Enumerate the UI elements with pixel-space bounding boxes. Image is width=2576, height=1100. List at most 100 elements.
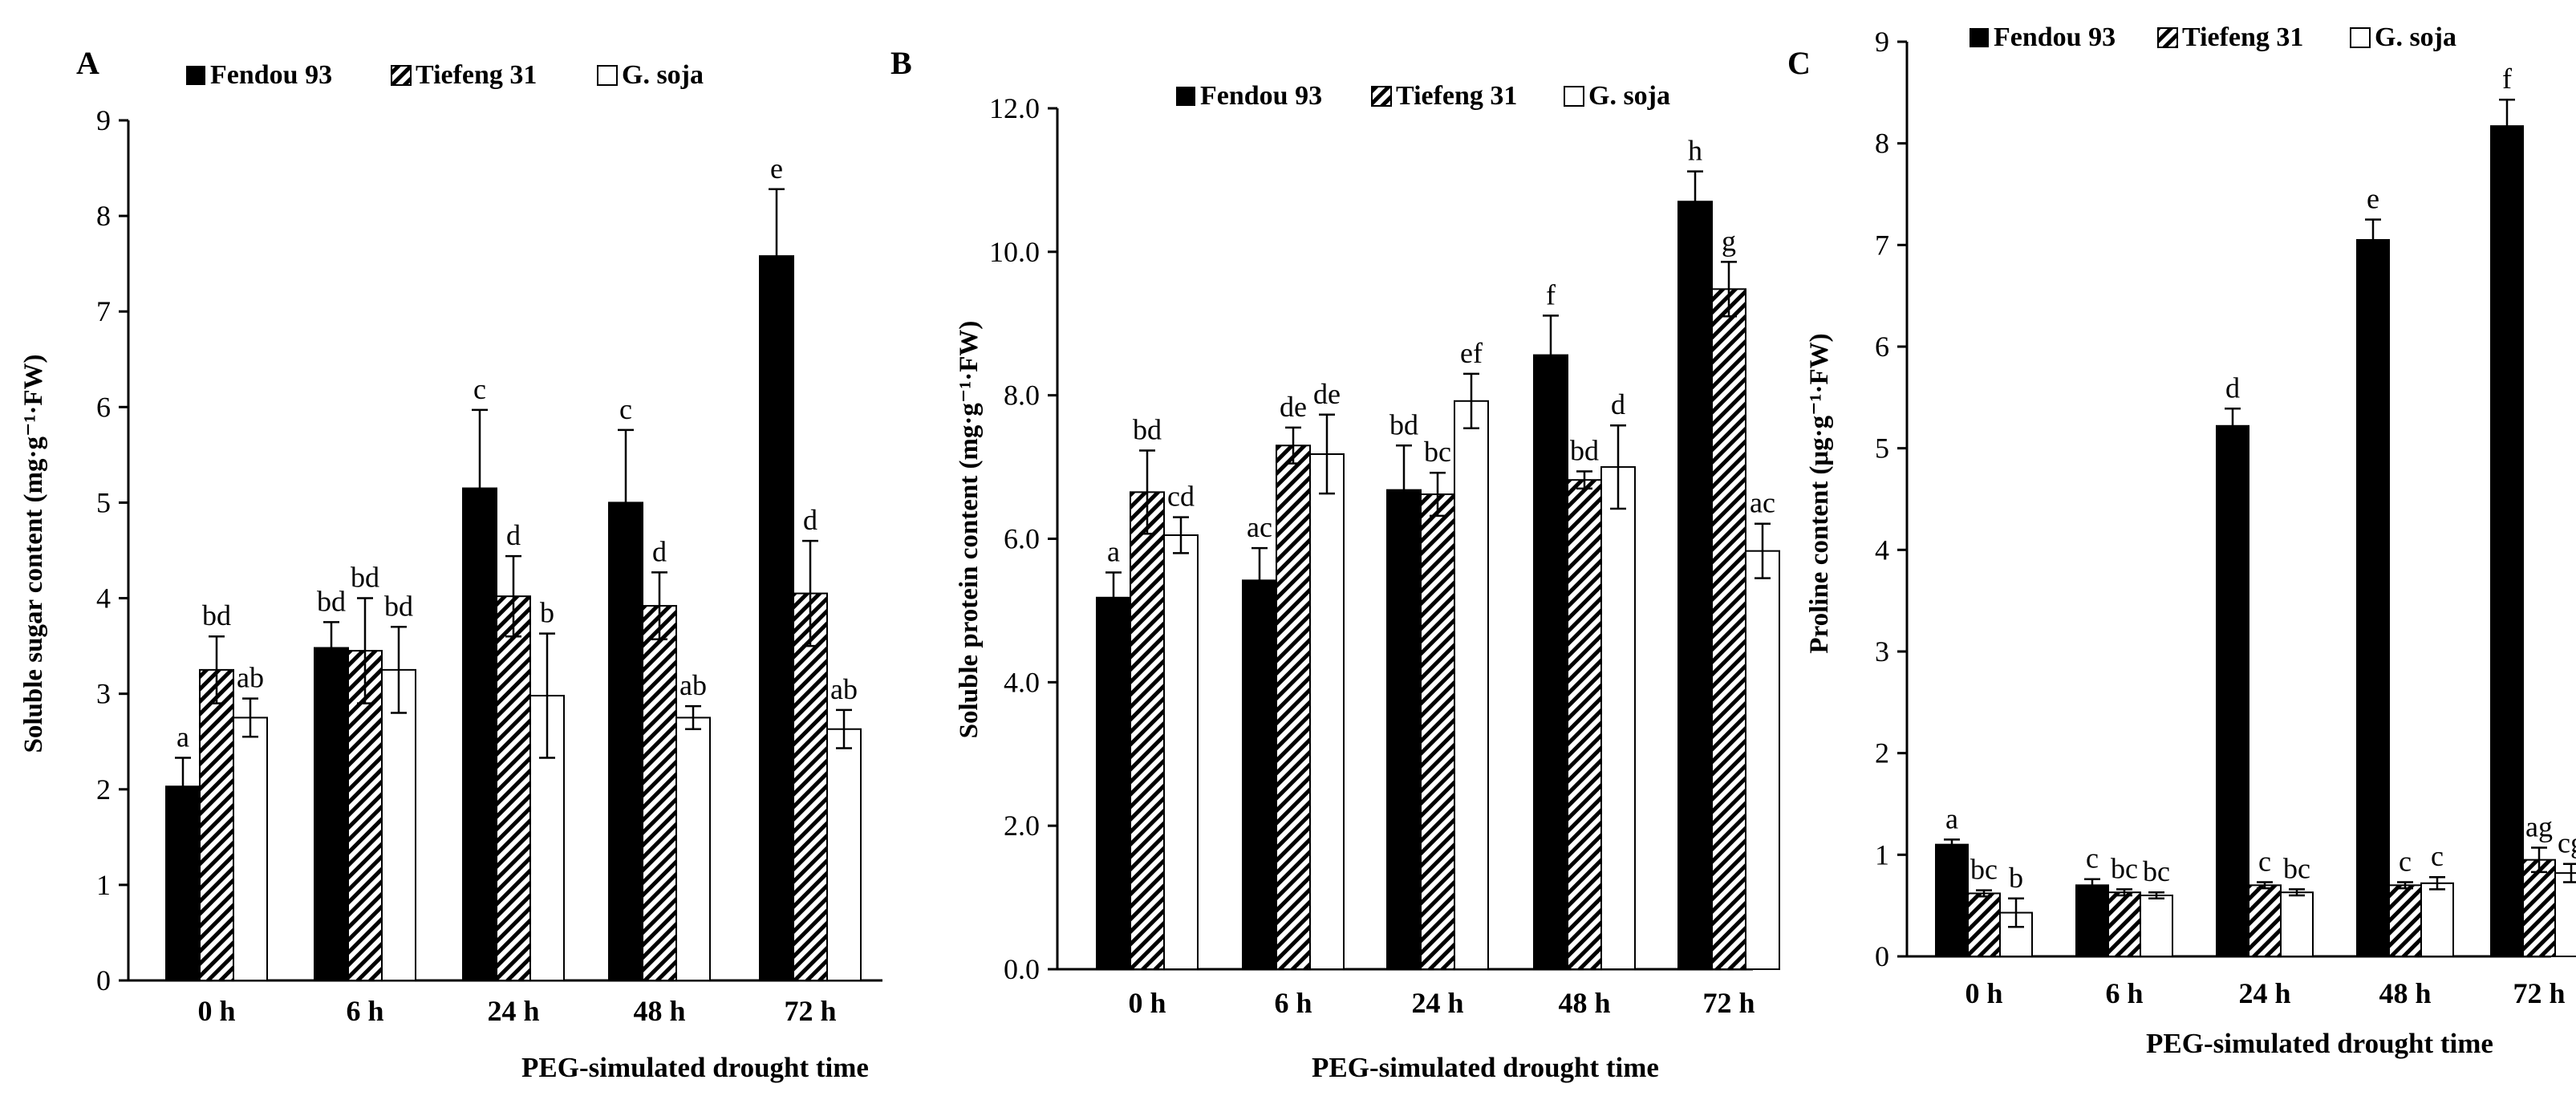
error-bar-b-tiefeng [1139, 449, 1155, 535]
x-tick-label-c: 6 h [2105, 977, 2143, 1009]
y-tick-label-b: 6.0 [1004, 523, 1040, 555]
y-tick-label-b: 12.0 [989, 92, 1040, 124]
sig-letter-c-fendou: f [2502, 63, 2512, 95]
sig-letter-a-fendou: bd [317, 585, 346, 617]
legend-c-label-fendou: Fendou 93 [1994, 22, 2116, 52]
bar-b-tiefeng [1130, 491, 1165, 970]
bar-a-fendou [165, 785, 201, 982]
sig-letter-a-gsoja: bd [384, 590, 413, 622]
error-bar-b-gsoja [1173, 516, 1189, 554]
sig-letter-a-tiefeng: d [803, 504, 817, 536]
error-bar-a-gsoja [391, 626, 407, 714]
bar-b-fendou [1677, 201, 1713, 971]
y-tick-label-c: 9 [1875, 26, 1889, 58]
x-tick-label-a: 0 h [197, 995, 235, 1027]
legend-a-swatch-fendou [186, 66, 205, 85]
sig-letter-c-tiefeng: bc [1970, 854, 1998, 886]
error-bar-a-fendou [618, 428, 634, 577]
bar-c-gsoja [2420, 882, 2454, 958]
y-tick-label-c: 1 [1875, 838, 1889, 871]
error-bar-a-tiefeng [357, 597, 373, 704]
y-tick-label-b: 8.0 [1004, 380, 1040, 412]
y-axis-a: 0 1 2 3 4 5 6 7 8 9 [96, 104, 130, 996]
legend-c-swatch-fendou [1970, 28, 1989, 47]
error-bar-b-tiefeng [1721, 261, 1737, 318]
sig-letter-c-fendou: a [1945, 802, 1958, 834]
panel-b-label: B [890, 45, 912, 81]
legend-c-swatch-gsoja [2350, 27, 2371, 48]
legend-b: Fendou 93 Tiefeng 31 G. soja [1176, 81, 1670, 111]
error-bar-c-gsoja [2289, 888, 2305, 897]
legend-c-label-gsoja: G. soja [2375, 22, 2456, 52]
x-tick-label-a: 6 h [346, 995, 383, 1027]
y-tick-label-c: 6 [1875, 331, 1889, 363]
legend-a-label-tiefeng: Tiefeng 31 [416, 60, 537, 90]
sig-letter-c-gsoja: bc [2283, 852, 2310, 884]
sig-letter-a-gsoja: ab [830, 673, 858, 705]
x-tick-label-a: 72 h [784, 995, 836, 1027]
bar-b-tiefeng [1276, 444, 1311, 970]
y-tick-label-c: 2 [1875, 737, 1889, 769]
bar-b-gsoja [1309, 453, 1345, 970]
y-tick-label-a: 9 [96, 104, 111, 136]
error-bar-c-gsoja [2429, 875, 2445, 891]
sig-letter-b-gsoja: de [1313, 378, 1341, 410]
sig-letter-b-gsoja: cd [1167, 481, 1195, 513]
y-tick-label-a: 6 [96, 391, 111, 423]
panel-c-label: C [1787, 45, 1811, 81]
error-bar-c-tiefeng [2397, 881, 2413, 890]
error-bar-a-fendou [769, 188, 785, 324]
x-tick-label-b: 24 h [1411, 987, 1463, 1019]
sig-letter-c-tiefeng: ag [2525, 810, 2553, 842]
error-bar-b-tiefeng [1430, 471, 1446, 518]
sig-letter-a-fendou: a [176, 720, 189, 753]
legend-c-swatch-tiefeng [2157, 27, 2178, 48]
legend-b-swatch-fendou [1176, 87, 1195, 106]
bar-b-gsoja [1163, 534, 1199, 970]
error-bar-c-gsoja [2148, 891, 2164, 900]
sig-letter-a-gsoja: ab [237, 662, 264, 694]
error-bar-a-tiefeng [209, 635, 225, 704]
sig-letter-c-gsoja: cg [2558, 827, 2576, 859]
y-tick-label-b: 10.0 [989, 236, 1040, 268]
sig-letter-b-gsoja: d [1611, 388, 1625, 420]
x-tick-label-c: 24 h [2238, 977, 2290, 1009]
bar-c-fendou [2075, 884, 2109, 958]
x-tick-label-c: 0 h [1965, 977, 2002, 1009]
y-tick-label-c: 0 [1875, 940, 1889, 972]
y-tick-label-b: 0.0 [1004, 953, 1040, 985]
error-bar-b-fendou [1105, 571, 1122, 624]
bar-c-fendou [2490, 125, 2524, 958]
error-bar-b-fendou [1396, 444, 1412, 536]
bar-a-tiefeng [199, 668, 234, 982]
y-tick-label-a: 8 [96, 200, 111, 232]
bar-c-tiefeng [2107, 891, 2141, 957]
bar-a-gsoja [675, 716, 711, 981]
x-tick-label-a: 24 h [487, 995, 539, 1027]
error-bar-a-tiefeng [651, 571, 667, 641]
x-tick-label-b: 0 h [1128, 987, 1166, 1019]
x-axis-b: 0 h 6 h 24 h 48 h 72 h [1057, 968, 1755, 1019]
y-tick-label-c: 7 [1875, 229, 1889, 261]
legend-c: Fendou 93 Tiefeng 31 G. soja [1970, 22, 2456, 52]
x-axis-c: 0 h 6 h 24 h 48 h 72 h [1907, 955, 2566, 1009]
y-tick-label-a: 4 [96, 582, 111, 615]
sig-letter-a-fendou: c [619, 393, 632, 425]
sig-letter-c-gsoja: bc [2143, 855, 2170, 887]
legend-b-label-tiefeng: Tiefeng 31 [1396, 81, 1517, 111]
sig-letter-b-tiefeng: bd [1133, 414, 1162, 446]
bar-b-fendou [1096, 596, 1131, 970]
sig-letter-b-tiefeng: bc [1424, 436, 1451, 468]
sig-letter-b-fendou: ac [1247, 511, 1272, 543]
x-axis-title-c: PEG-simulated drought time [2146, 1028, 2493, 1059]
legend-b-swatch-tiefeng [1371, 86, 1392, 107]
bar-b-fendou [1386, 489, 1422, 970]
error-bar-b-gsoja [1755, 522, 1771, 579]
y-tick-label-c: 3 [1875, 635, 1889, 668]
sig-letter-c-fendou: d [2225, 371, 2240, 404]
sig-letter-b-tiefeng: de [1280, 391, 1307, 423]
bar-b-fendou [1533, 354, 1568, 970]
bar-a-gsoja [233, 716, 268, 981]
